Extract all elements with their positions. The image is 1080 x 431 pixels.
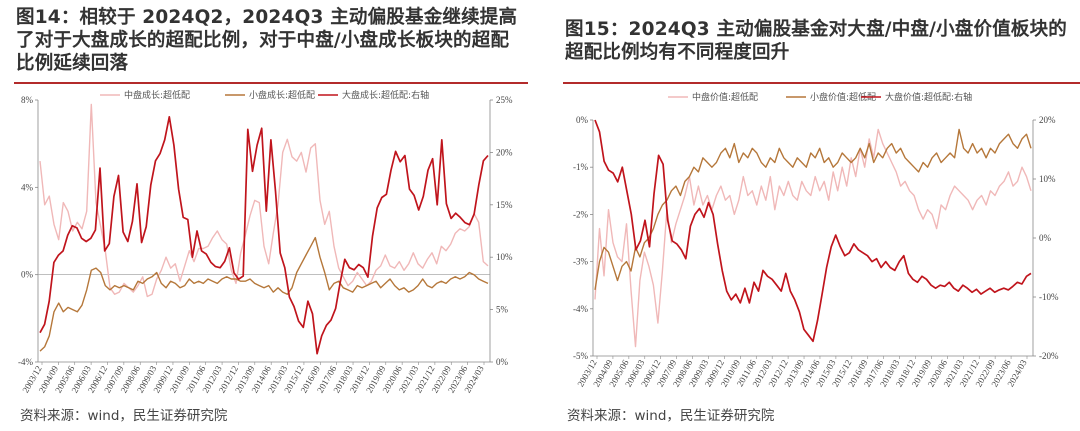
legend-label: 小盘价值:超低配 xyxy=(810,91,876,103)
series-line xyxy=(594,128,1032,291)
series-line xyxy=(39,103,489,298)
y-tick-label: -4% xyxy=(573,304,588,314)
y-tick-label: -2% xyxy=(573,209,588,219)
source-note: 资料来源：wind，民生证券研究院 xyxy=(567,408,775,424)
line-chart: -4%0%4%8%0%5%10%15%20%25%2003/122004/092… xyxy=(18,89,513,395)
series-line xyxy=(39,236,489,352)
y-tick-label: 0% xyxy=(576,115,589,125)
chart-panel-left: 图14：相较于 2024Q2，2024Q3 主动偏股基金继续提高了对于大盘成长的… xyxy=(0,0,528,431)
line-chart: -5%-4%-3%-2%-1%0%-20%-10%0%10%20%2003/12… xyxy=(573,91,1059,389)
y2-tick-label: -20% xyxy=(1039,351,1059,361)
chart-panel-right: 图15：2024Q3 主动偏股基金对大盘/中盘/小盘价值板块的超配比例均有不同程… xyxy=(555,0,1080,431)
title-divider xyxy=(14,82,528,84)
y-tick-label: 4% xyxy=(21,182,34,192)
y-tick-label: -1% xyxy=(573,162,588,172)
y2-tick-label: 0% xyxy=(1039,233,1052,243)
y-tick-label: 8% xyxy=(21,95,34,105)
title-divider xyxy=(563,82,1080,84)
legend-label: 大盘成长:超低配:右轴 xyxy=(342,89,429,101)
y-tick-label: -5% xyxy=(573,351,588,361)
y2-tick-label: 20% xyxy=(496,147,513,157)
y2-tick-label: 0% xyxy=(496,357,509,367)
legend-label: 中盘价值:超低配 xyxy=(692,91,758,103)
y2-tick-label: 20% xyxy=(1039,115,1056,125)
y-tick-label: -4% xyxy=(18,357,33,367)
legend-label: 小盘成长:超低配 xyxy=(249,89,315,101)
source-note: 资料来源：wind，民生证券研究院 xyxy=(20,408,228,424)
chart-title: 图15：2024Q3 主动偏股基金对大盘/中盘/小盘价值板块的超配比例均有不同程… xyxy=(565,19,1067,63)
y2-tick-label: 15% xyxy=(496,200,513,210)
series-line xyxy=(39,115,489,355)
y-tick-label: -3% xyxy=(573,257,588,267)
legend-label: 中盘成长:超低配 xyxy=(124,89,190,101)
series-line xyxy=(594,128,1032,348)
y2-tick-label: 5% xyxy=(496,305,509,315)
y2-tick-label: -10% xyxy=(1039,292,1059,302)
series-line xyxy=(594,119,1032,343)
y2-tick-label: 25% xyxy=(496,95,513,105)
legend-label: 大盘价值:超低配:右轴 xyxy=(885,91,972,103)
y2-tick-label: 10% xyxy=(1039,174,1056,184)
chart-title: 图14：相较于 2024Q2，2024Q3 主动偏股基金继续提高了对于大盘成长的… xyxy=(16,7,518,74)
y2-tick-label: 10% xyxy=(496,252,513,262)
y-tick-label: 0% xyxy=(21,270,34,280)
